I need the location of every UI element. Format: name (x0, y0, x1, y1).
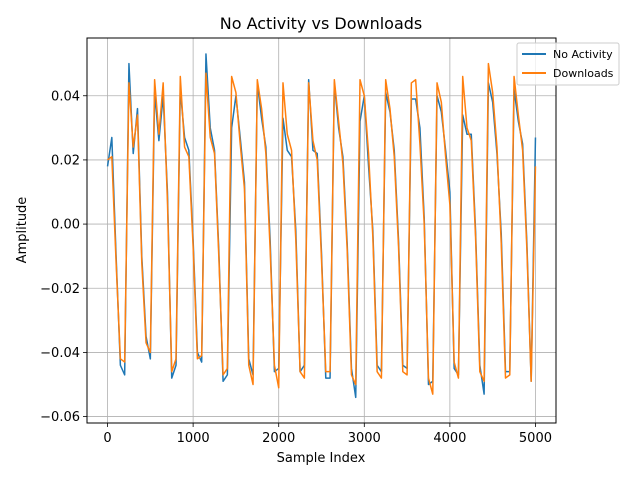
x-axis-label: Sample Index (277, 451, 366, 466)
legend-entry-label: Downloads (553, 67, 614, 80)
x-tick-label: 3000 (348, 431, 381, 446)
y-tick-label: 0.04 (51, 89, 80, 104)
x-axis: 0 1000 2000 3000 4000 5000 (103, 423, 552, 446)
y-tick-label: 0.02 (51, 153, 80, 168)
y-tick-label: −0.04 (40, 346, 80, 361)
plot-frame (86, 37, 557, 424)
series-line-downloads (107, 62, 537, 395)
chart-title: No Activity vs Downloads (220, 14, 423, 33)
plot-area (106, 53, 537, 399)
y-axis-label: Amplitude (15, 197, 30, 264)
y-tick-label: 0.00 (51, 218, 80, 233)
x-tick-label: 5000 (519, 431, 552, 446)
y-tick-label: −0.02 (40, 282, 80, 297)
y-axis: −0.06 −0.04 −0.02 0.00 0.02 0.04 (40, 89, 87, 425)
x-tick-label: 4000 (433, 431, 466, 446)
x-tick-label: 2000 (262, 431, 295, 446)
x-tick-label: 0 (103, 431, 111, 446)
y-tick-label: −0.06 (40, 410, 80, 425)
x-tick-label: 1000 (177, 431, 210, 446)
legend: No Activity Downloads (516, 42, 620, 86)
legend-entry-label: No Activity (553, 48, 613, 61)
